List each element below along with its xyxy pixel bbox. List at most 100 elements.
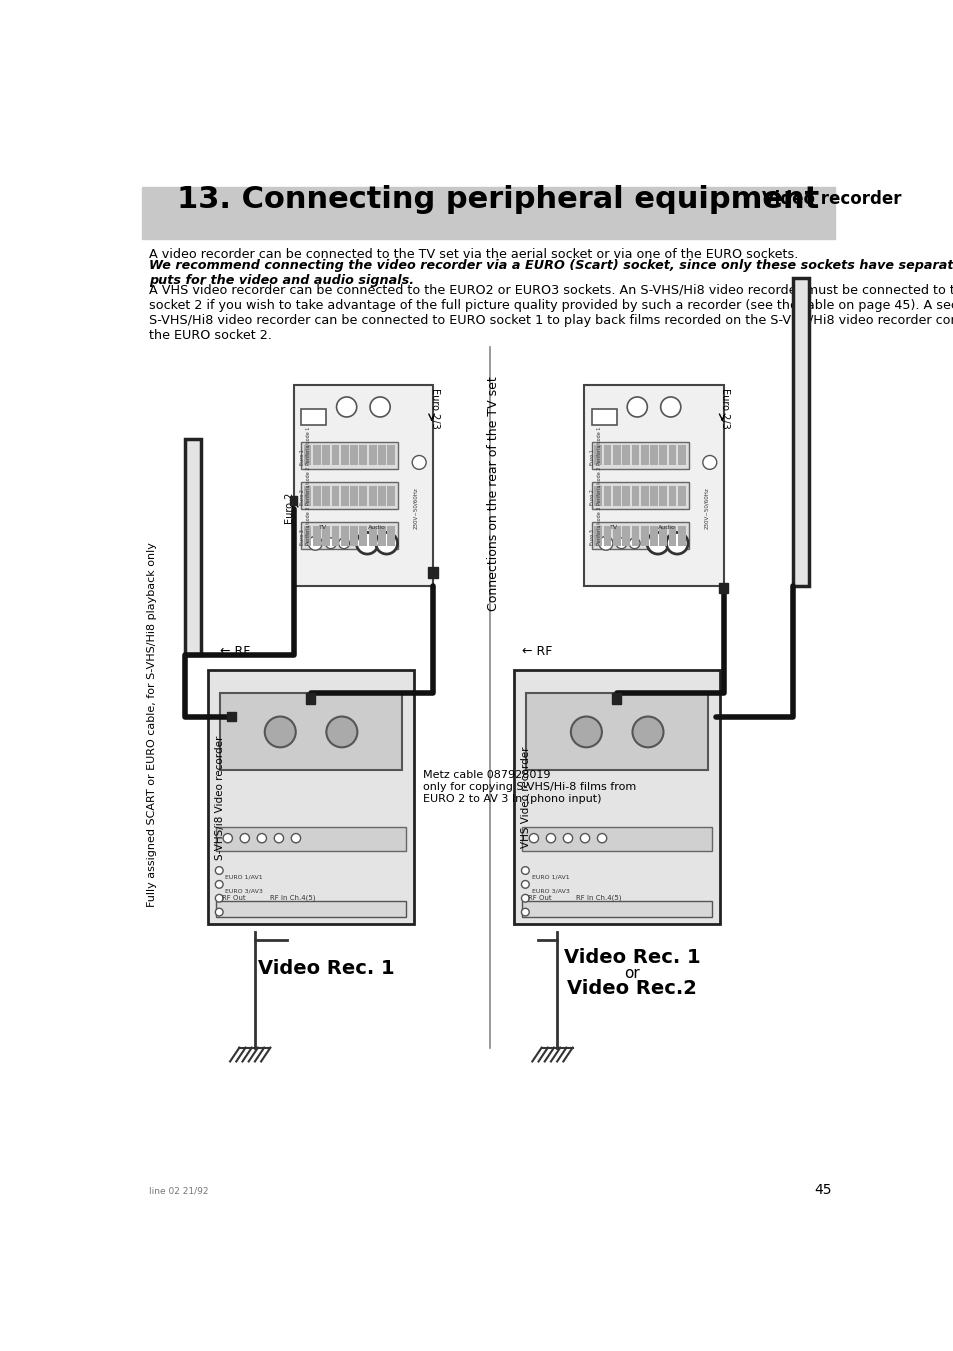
Bar [350, 526, 357, 546]
Circle shape [626, 397, 647, 417]
Circle shape [616, 538, 626, 549]
Bar [377, 446, 385, 466]
Text: EURO 3/AV3: EURO 3/AV3 [531, 888, 569, 893]
Text: Video recorder: Video recorder [761, 190, 901, 208]
Circle shape [274, 834, 283, 843]
Bar [208, 670, 414, 924]
Text: 13. Connecting peripheral equipment: 13. Connecting peripheral equipment [177, 185, 819, 213]
Circle shape [215, 894, 223, 902]
Circle shape [521, 908, 529, 916]
Text: S-VHS/i8 Video recorder: S-VHS/i8 Video recorder [214, 735, 225, 859]
Bar [592, 442, 688, 469]
Text: RF In Ch.4(5): RF In Ch.4(5) [576, 894, 621, 901]
Circle shape [529, 834, 537, 843]
Bar [216, 827, 406, 851]
Bar [621, 446, 629, 466]
Bar [350, 446, 357, 466]
Bar [631, 485, 639, 505]
Circle shape [546, 834, 555, 843]
Bar [377, 526, 385, 546]
Circle shape [632, 716, 662, 747]
Bar [428, 567, 437, 578]
Bar [521, 827, 711, 851]
Circle shape [521, 881, 529, 888]
Circle shape [338, 538, 349, 549]
Bar [793, 277, 808, 585]
Text: VHS Video recorder: VHS Video recorder [520, 747, 531, 848]
Bar [603, 446, 611, 466]
Circle shape [579, 834, 589, 843]
Circle shape [521, 867, 529, 874]
Bar [369, 526, 376, 546]
Circle shape [356, 532, 377, 554]
Circle shape [412, 455, 426, 469]
Text: Video Rec. 1: Video Rec. 1 [257, 959, 395, 978]
Bar [369, 446, 376, 466]
Bar [350, 485, 357, 505]
Text: TV: TV [609, 526, 618, 531]
Text: TV: TV [318, 526, 327, 531]
Bar [303, 485, 311, 505]
Text: Euro 1
Periferia/sode 1: Euro 1 Periferia/sode 1 [590, 427, 600, 465]
Bar [649, 485, 658, 505]
Bar [387, 446, 395, 466]
Circle shape [702, 455, 716, 469]
Circle shape [215, 908, 223, 916]
Bar [603, 526, 611, 546]
Bar [303, 526, 311, 546]
Circle shape [370, 397, 390, 417]
Text: 230V~50/60Hz: 230V~50/60Hz [703, 488, 708, 530]
Circle shape [570, 716, 601, 747]
Bar [583, 385, 723, 585]
Text: We recommend connecting the video recorder via a EURO (Scart) socket, since only: We recommend connecting the video record… [149, 259, 953, 288]
Bar [340, 485, 348, 505]
Bar [612, 446, 620, 466]
Bar [668, 526, 676, 546]
Text: Fully assigned SCART or EURO cable, for S-VHS/Hi8 playback only: Fully assigned SCART or EURO cable, for … [147, 542, 156, 907]
Text: Euro 2
Periferia/sode 2: Euro 2 Periferia/sode 2 [299, 466, 311, 505]
Circle shape [646, 532, 668, 554]
Bar [301, 482, 397, 508]
Bar [612, 693, 620, 704]
Bar [301, 408, 326, 426]
Bar [322, 526, 330, 546]
Bar [594, 526, 601, 546]
Circle shape [265, 716, 295, 747]
Bar [216, 901, 406, 917]
Bar [640, 485, 648, 505]
Bar [594, 485, 601, 505]
Bar [359, 485, 367, 505]
Text: Euro 2/3: Euro 2/3 [720, 388, 730, 428]
Text: Audio: Audio [658, 526, 676, 531]
Text: Euro 3
Periferia/sode 3: Euro 3 Periferia/sode 3 [590, 507, 600, 544]
Bar [678, 526, 685, 546]
Circle shape [660, 397, 680, 417]
Bar [592, 523, 688, 549]
Bar [387, 526, 395, 546]
Text: ← RF: ← RF [220, 644, 250, 658]
Text: A video recorder can be connected to the TV set via the aerial socket or via one: A video recorder can be connected to the… [149, 249, 798, 261]
Bar [612, 485, 620, 505]
Circle shape [597, 834, 606, 843]
Text: 230V~50/60Hz: 230V~50/60Hz [414, 488, 418, 530]
Bar [621, 485, 629, 505]
Bar [220, 693, 402, 770]
Bar [612, 526, 620, 546]
Circle shape [375, 532, 397, 554]
Bar [313, 485, 320, 505]
Bar [290, 496, 297, 505]
Text: or: or [624, 966, 639, 981]
Text: Audio: Audio [367, 526, 385, 531]
Bar [359, 446, 367, 466]
Bar [678, 485, 685, 505]
Text: 45: 45 [814, 1183, 831, 1197]
Text: EURO 3/AV3: EURO 3/AV3 [225, 888, 263, 893]
Circle shape [308, 536, 322, 550]
Bar [301, 442, 397, 469]
Bar [514, 670, 720, 924]
Bar [340, 526, 348, 546]
Circle shape [336, 397, 356, 417]
Bar [185, 439, 200, 655]
Text: EURO 1/AV1: EURO 1/AV1 [225, 874, 263, 880]
Bar [659, 526, 666, 546]
